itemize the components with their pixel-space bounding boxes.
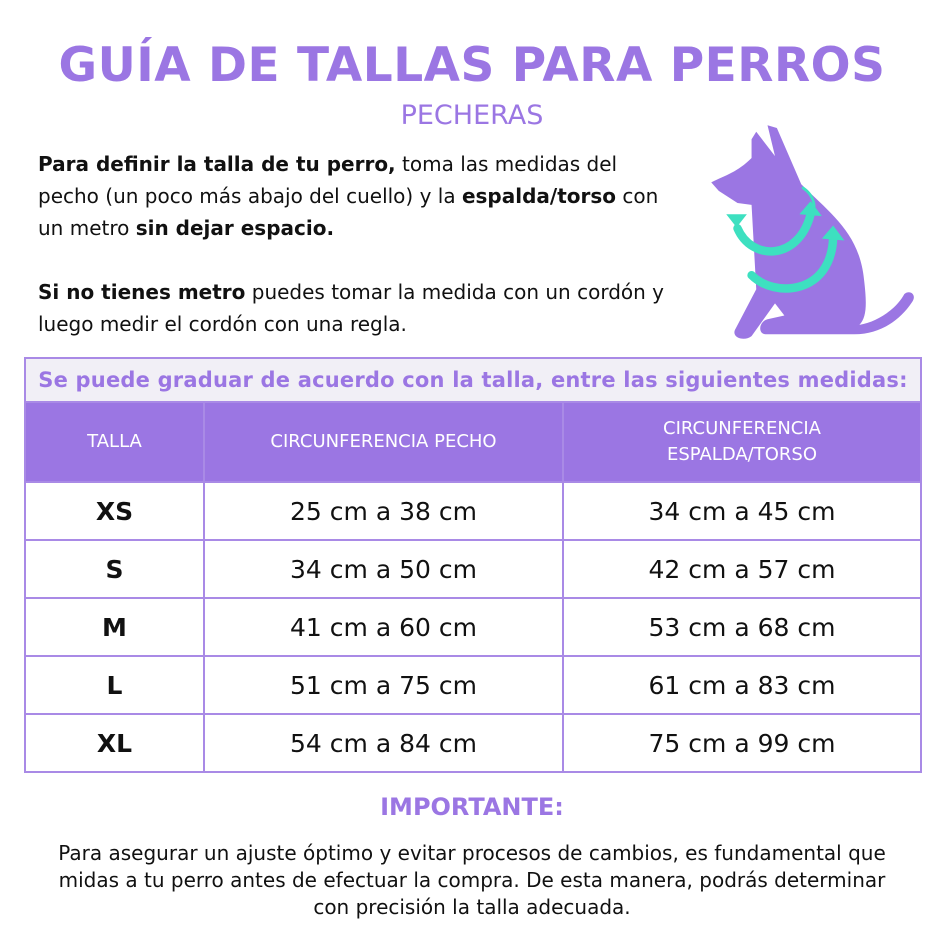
- size-cell: S: [24, 539, 205, 599]
- back-cell: 61 cm a 83 cm: [562, 655, 922, 715]
- chest-cell: 54 cm a 84 cm: [203, 713, 564, 773]
- header-back-label: CIRCUNFERENCIA ESPALDA/TORSO: [663, 418, 821, 465]
- intro-text: Para definir la talla de tu perro, toma …: [38, 148, 678, 372]
- intro-paragraph-1: Para definir la talla de tu perro, toma …: [38, 148, 678, 244]
- intro-text-segment: con un metro: [38, 184, 659, 240]
- intro-paragraph-2: Si no tienes metro puedes tomar la medid…: [38, 276, 678, 340]
- size-cell: M: [24, 597, 205, 657]
- back-cell: 75 cm a 99 cm: [562, 713, 922, 773]
- chest-cell: 25 cm a 38 cm: [203, 481, 564, 541]
- table-header-row: TALLA CIRCUNFERENCIA PECHO CIRCUNFERENCI…: [24, 401, 922, 483]
- table-caption: Se puede graduar de acuerdo con la talla…: [24, 357, 922, 403]
- intro-text-segment: Para definir la talla de tu perro,: [38, 152, 396, 176]
- chest-cell: 41 cm a 60 cm: [203, 597, 564, 657]
- dog-harness-measure-icon: [711, 125, 914, 339]
- page-title: GUÍA DE TALLAS PARA PERROS: [58, 38, 886, 93]
- header-chest: CIRCUNFERENCIA PECHO: [203, 401, 564, 483]
- important-text: Para asegurar un ajuste óptimo y evitar …: [58, 841, 886, 919]
- chest-cell: 34 cm a 50 cm: [203, 539, 564, 599]
- chest-cell: 51 cm a 75 cm: [203, 655, 564, 715]
- intro-text-segment: espalda/torso: [461, 184, 616, 208]
- table-row: M 41 cm a 60 cm 53 cm a 68 cm: [24, 597, 922, 657]
- intro-text-segment: toma las medidas del pecho (un poco más …: [38, 152, 618, 208]
- intro-text-segment: Si no tienes metro: [38, 280, 246, 304]
- table-row: XL 54 cm a 84 cm 75 cm a 99 cm: [24, 713, 922, 773]
- table-row: L 51 cm a 75 cm 61 cm a 83 cm: [24, 655, 922, 715]
- page-subtitle: PECHERAS: [400, 100, 544, 131]
- back-cell: 53 cm a 68 cm: [562, 597, 922, 657]
- header-size: TALLA: [24, 401, 205, 483]
- table-row: XS 25 cm a 38 cm 34 cm a 45 cm: [24, 481, 922, 541]
- size-cell: L: [24, 655, 205, 715]
- intro-text-segment: sin dejar espacio.: [135, 216, 335, 240]
- size-cell: XL: [24, 713, 205, 773]
- header-back: CIRCUNFERENCIA ESPALDA/TORSO: [562, 401, 922, 483]
- important-title: IMPORTANTE:: [380, 793, 564, 821]
- back-cell: 42 cm a 57 cm: [562, 539, 922, 599]
- table-row: S 34 cm a 50 cm 42 cm a 57 cm: [24, 539, 922, 599]
- size-table: Se puede graduar de acuerdo con la talla…: [24, 357, 922, 773]
- back-cell: 34 cm a 45 cm: [562, 481, 922, 541]
- size-cell: XS: [24, 481, 205, 541]
- intro-text-segment: puedes tomar la medida con un cordón y l…: [38, 280, 664, 336]
